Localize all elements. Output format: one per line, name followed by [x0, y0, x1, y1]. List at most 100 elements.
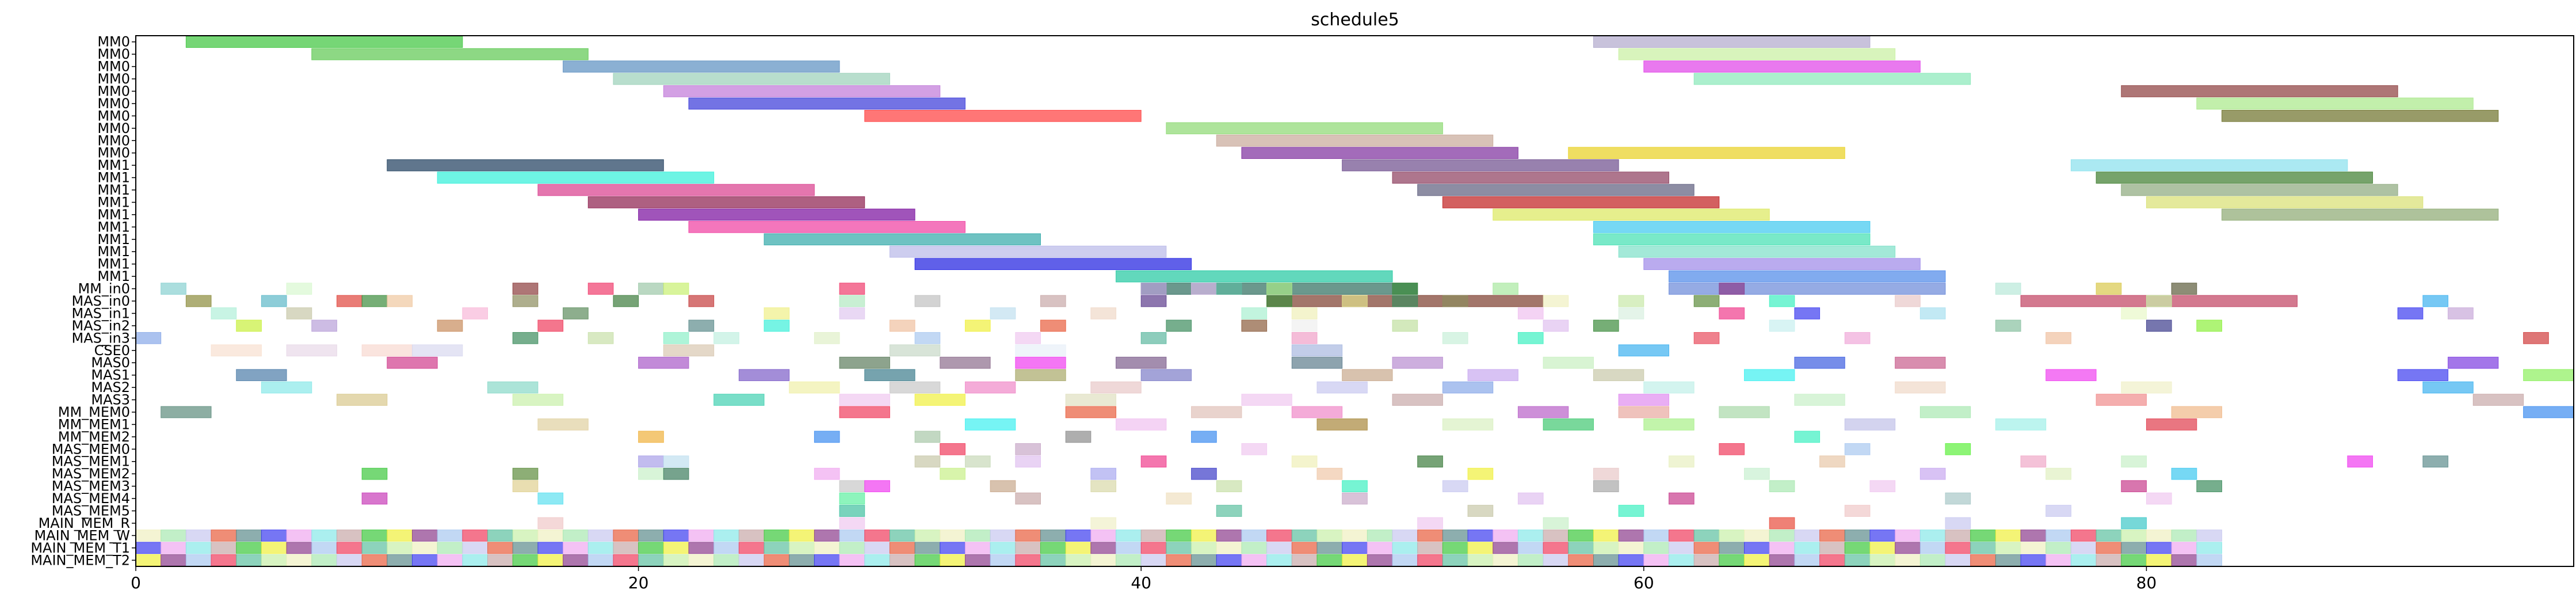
y-tick-label-0: MM0 [97, 34, 130, 50]
task-bar-31 [1493, 208, 1770, 221]
task-bar-3 [1618, 48, 1896, 60]
small-task-bar-69 [1291, 319, 1318, 332]
memory-bar-27 [814, 530, 840, 542]
small-task-bar-201 [814, 467, 840, 480]
small-task-bar-163 [1116, 418, 1167, 431]
memory-bar-124 [1166, 542, 1192, 554]
small-task-bar-119 [1342, 369, 1393, 382]
small-task-bar-205 [1316, 467, 1343, 480]
y-tick-label-13: MM1 [97, 194, 130, 210]
memory-bar-120 [1065, 542, 1092, 554]
memory-bar-210 [1241, 554, 1268, 566]
small-task-bar-17 [185, 295, 212, 307]
small-task-bar-67 [1166, 319, 1192, 332]
small-task-bar-29 [1266, 295, 1292, 307]
small-task-bar-214 [864, 480, 890, 492]
memory-bar-218 [1442, 554, 1468, 566]
memory-bar-233 [1819, 554, 1845, 566]
memory-bar-158 [2020, 542, 2047, 554]
y-tick-label-30: MM_MEM0 [58, 404, 130, 420]
memory-bar-128 [1266, 542, 1292, 554]
task-bar-18 [387, 159, 664, 172]
memory-bar-52 [1442, 530, 1468, 542]
small-task-bar-77 [135, 332, 162, 344]
task-bar-28 [1442, 196, 1720, 208]
small-task-bar-15 [2096, 283, 2122, 295]
memory-bar-242 [2045, 554, 2071, 566]
memory-bar-173 [311, 554, 337, 566]
small-task-bar-71 [1543, 319, 1569, 332]
small-task-bar-123 [2045, 369, 2097, 382]
task-bar-24 [537, 184, 815, 196]
small-task-bar-165 [1442, 418, 1494, 431]
task-bar-16 [1241, 147, 1518, 159]
small-task-bar-149 [2472, 394, 2524, 406]
small-task-bar-173 [914, 431, 941, 443]
memory-bar-43 [1216, 530, 1242, 542]
task-bar-5 [1643, 60, 1921, 73]
memory-bar-198 [940, 554, 965, 566]
memory-bar-115 [940, 542, 965, 554]
y-tick-label-26: MAS0 [91, 355, 130, 371]
memory-bar-244 [2096, 554, 2122, 566]
small-task-bar-241 [537, 517, 564, 530]
memory-bar-30 [889, 530, 915, 542]
small-task-bar-229 [1166, 492, 1192, 505]
small-task-bar-103 [638, 356, 689, 369]
memory-bar-165 [2196, 542, 2222, 554]
small-task-bar-213 [839, 480, 865, 492]
memory-bar-179 [462, 554, 489, 566]
small-task-bar-237 [1467, 505, 1494, 517]
task-bar-10 [688, 97, 965, 110]
memory-bar-121 [1090, 542, 1117, 554]
small-task-bar-226 [537, 492, 564, 505]
y-tick-label-15: MM1 [97, 219, 130, 235]
task-bar-20 [2070, 159, 2348, 172]
small-task-bar-41 [286, 307, 312, 319]
small-task-bar-239 [1844, 505, 1871, 517]
small-task-bar-95 [361, 344, 413, 357]
memory-bar-141 [1593, 542, 1619, 554]
y-tick-label-25: CSE0 [94, 342, 130, 359]
memory-bar-178 [437, 554, 463, 566]
memory-bar-22 [688, 530, 715, 542]
memory-bar-154 [1919, 542, 1946, 554]
small-task-bar-33 [1543, 295, 1569, 307]
y-tick-label-31: MM_MEM1 [58, 416, 130, 432]
memory-bar-193 [814, 554, 840, 566]
memory-bar-66 [1794, 530, 1821, 542]
small-task-bar-180 [1719, 443, 1745, 455]
memory-bar-65 [1769, 530, 1795, 542]
memory-bar-101 [587, 542, 614, 554]
small-task-bar-115 [738, 369, 790, 382]
small-task-bar-54 [1919, 307, 1946, 319]
task-bar-30 [638, 208, 915, 221]
task-bar-41 [1116, 270, 1393, 283]
small-task-bar-141 [839, 394, 890, 406]
memory-bar-95 [437, 542, 463, 554]
small-task-bar-28 [1140, 295, 1167, 307]
memory-bar-92 [361, 542, 388, 554]
memory-bar-133 [1392, 542, 1418, 554]
task-bar-8 [663, 85, 941, 97]
y-tick-label-42: MAIN_MEM_T2 [30, 552, 130, 568]
small-task-bar-21 [387, 295, 413, 307]
memory-bar-51 [1417, 530, 1443, 542]
small-task-bar-186 [964, 455, 991, 468]
small-task-bar-246 [1769, 517, 1795, 530]
task-bar-21 [437, 172, 715, 184]
memory-bar-21 [663, 530, 689, 542]
task-bar-13 [2221, 110, 2499, 122]
memory-bar-50 [1392, 530, 1418, 542]
small-task-bar-61 [537, 319, 564, 332]
x-tick-label-4: 80 [2136, 573, 2157, 592]
small-task-bar-100 [1291, 344, 1343, 357]
memory-bar-28 [839, 530, 865, 542]
small-task-bar-76 [2196, 319, 2222, 332]
small-task-bar-176 [1794, 431, 1821, 443]
memory-bar-71 [1919, 530, 1946, 542]
small-task-bar-133 [1442, 381, 1494, 394]
small-task-bar-106 [1015, 356, 1066, 369]
memory-bar-220 [1493, 554, 1518, 566]
y-tick-label-9: MM0 [97, 145, 130, 161]
